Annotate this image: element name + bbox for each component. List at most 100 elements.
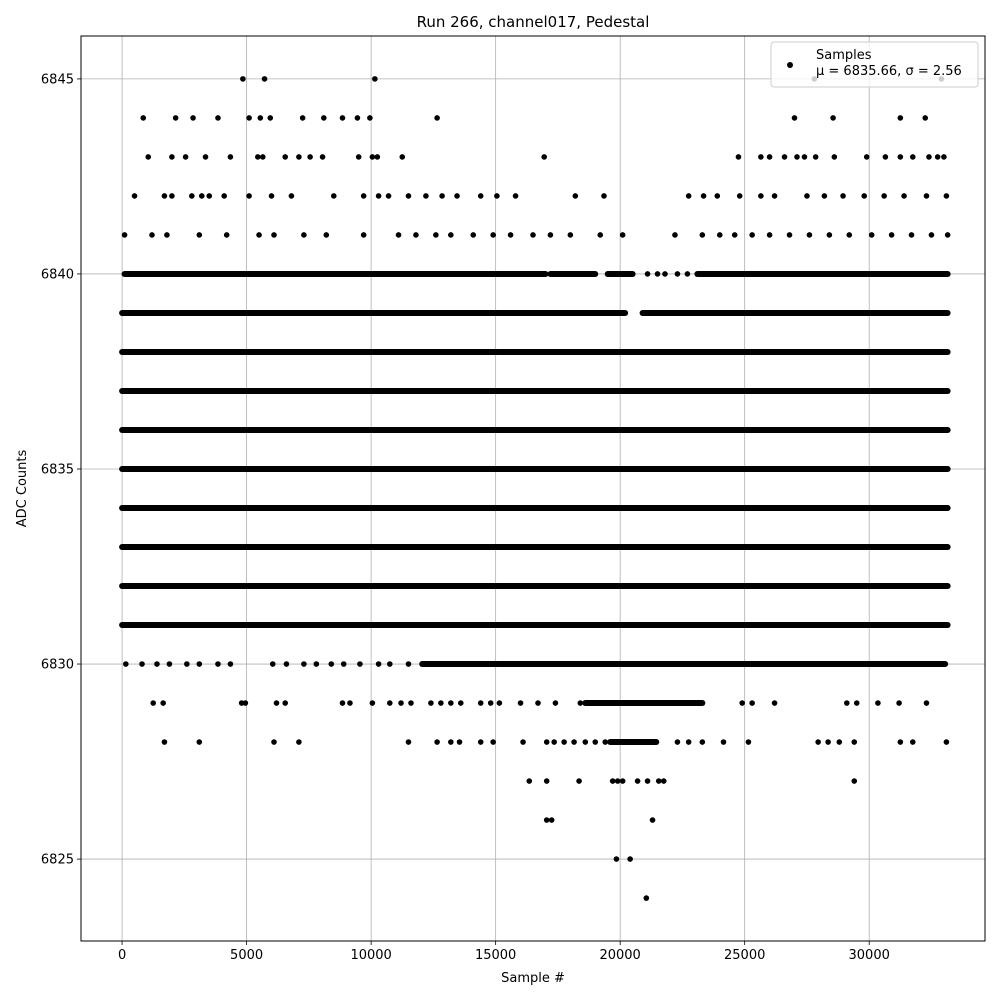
- sample-point: [614, 778, 621, 784]
- sample-point: [405, 661, 412, 667]
- sample-point: [405, 193, 412, 199]
- axis-ticks: 0 5000 10000 15000 20000 25000 30000 6825 6830 68…: [41, 72, 890, 963]
- sample-point: [571, 739, 577, 745]
- sample-point: [649, 817, 656, 823]
- sample-point: [602, 739, 609, 745]
- sample-point: [221, 193, 227, 199]
- sample-point: [319, 154, 326, 160]
- sample-point: [674, 271, 681, 277]
- sample-point: [735, 154, 742, 160]
- sample-point: [487, 700, 494, 706]
- sample-point: [736, 193, 743, 199]
- sample-point: [846, 232, 853, 238]
- x-tick-label: 15000: [475, 948, 516, 963]
- sample-point: [140, 115, 147, 121]
- sample-point: [551, 739, 557, 745]
- sample-point: [794, 154, 800, 160]
- sample-point: [771, 193, 778, 199]
- sample-point: [439, 193, 445, 199]
- sample-point: [547, 232, 554, 238]
- sample-point: [328, 661, 335, 667]
- sample-point: [330, 193, 337, 199]
- sample-point: [267, 115, 274, 121]
- sample-point: [881, 193, 887, 199]
- scatter-points: [119, 76, 951, 901]
- sample-point: [360, 232, 367, 238]
- sample-point: [520, 739, 526, 745]
- sample-point: [246, 115, 252, 121]
- sample-point: [922, 115, 929, 121]
- sample-point: [413, 232, 419, 238]
- sample-point: [836, 739, 843, 745]
- sample-point: [766, 232, 773, 238]
- sample-point: [812, 154, 819, 160]
- sample-point: [296, 739, 302, 745]
- sample-point: [240, 76, 246, 82]
- sample-point: [354, 115, 361, 121]
- sample-point: [190, 115, 196, 121]
- sample-point: [123, 661, 129, 667]
- sample-point: [766, 154, 773, 160]
- sample-point: [494, 193, 500, 199]
- sample-point: [405, 739, 412, 745]
- sample-point: [372, 76, 378, 82]
- sample-point: [644, 271, 651, 277]
- sample-point: [242, 700, 249, 706]
- sample-point: [943, 193, 950, 199]
- sample-point: [543, 739, 550, 745]
- y-axis-label: ADC Counts: [15, 450, 30, 528]
- sample-point: [909, 739, 916, 745]
- sample-point: [145, 154, 152, 160]
- sample-point: [340, 661, 347, 667]
- sample-point: [477, 739, 484, 745]
- sample-point: [943, 739, 950, 745]
- sample-point: [541, 154, 548, 160]
- x-tick-label: 30000: [849, 948, 890, 963]
- sample-point: [268, 193, 275, 199]
- sample-point: [517, 700, 524, 706]
- sample-point: [457, 700, 464, 706]
- sample-point: [313, 661, 320, 667]
- sample-point: [160, 700, 166, 706]
- sample-point: [296, 154, 302, 160]
- sample-point: [749, 232, 755, 238]
- sample-point: [601, 193, 607, 199]
- sample-point: [897, 154, 904, 160]
- sample-point: [257, 115, 264, 121]
- sample-point: [202, 154, 209, 160]
- sample-point: [369, 154, 376, 160]
- sample-point: [714, 193, 721, 199]
- sample-point: [477, 193, 484, 199]
- sample-point: [172, 115, 179, 121]
- sample-point: [399, 154, 406, 160]
- sample-point: [897, 115, 904, 121]
- sample-point: [700, 193, 707, 199]
- sample-point: [901, 193, 907, 199]
- x-axis-label: Sample #: [501, 971, 565, 986]
- sample-point: [654, 271, 661, 277]
- sample-point: [576, 778, 582, 784]
- sample-point: [434, 115, 440, 121]
- sample-point: [301, 661, 307, 667]
- sample-point: [198, 193, 205, 199]
- plot-frame: [80, 35, 986, 942]
- sample-point: [282, 700, 289, 706]
- sample-point: [561, 739, 567, 745]
- sample-point: [699, 739, 706, 745]
- sample-point: [367, 115, 373, 121]
- legend: Samples μ = 6835.66, σ = 2.56: [770, 41, 979, 88]
- x-tick-label: 20000: [599, 948, 640, 963]
- sample-point: [526, 778, 533, 784]
- sample-point: [830, 115, 836, 121]
- sample-point: [804, 193, 810, 199]
- sample-point: [739, 700, 745, 706]
- sample-point: [758, 193, 764, 199]
- sample-point: [530, 232, 536, 238]
- sample-point: [434, 739, 440, 745]
- sample-point: [347, 700, 353, 706]
- sample-point: [745, 739, 752, 745]
- sample-point: [255, 154, 261, 160]
- sample-point: [189, 193, 195, 199]
